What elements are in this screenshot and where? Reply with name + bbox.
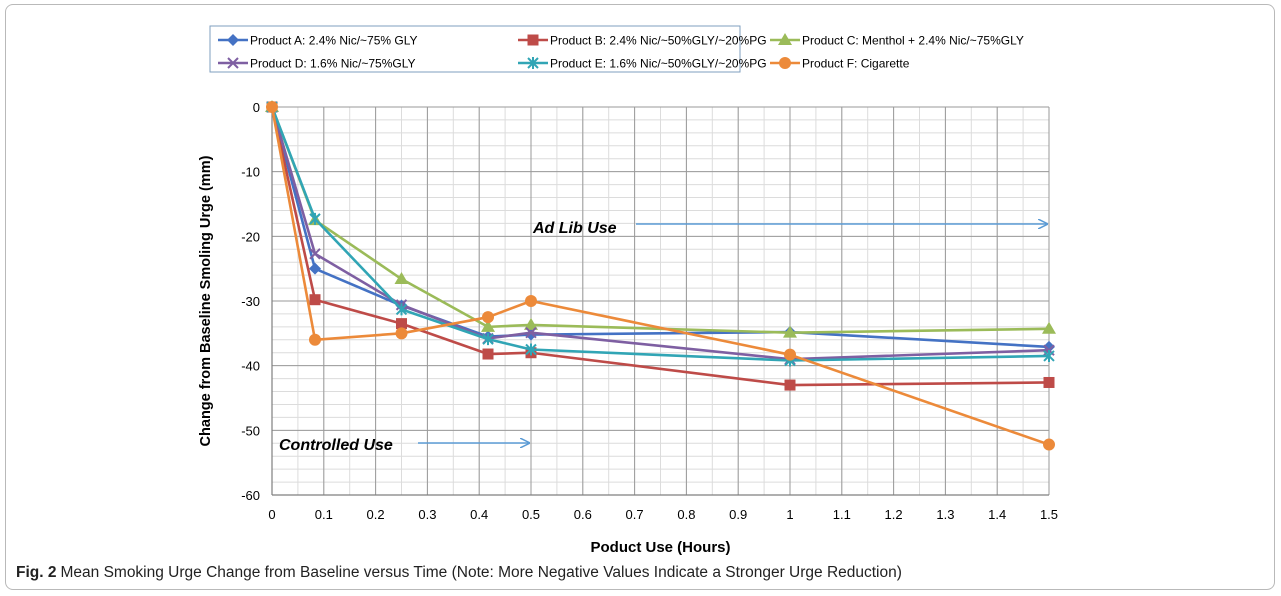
legend-box — [209, 25, 741, 73]
y-axis-title: Change from Baseline Smoling Urge (mm) — [198, 155, 214, 446]
legend-label: Product D: 1.6% Nic/~75%GLY — [250, 57, 416, 71]
legend-item: Product C: Menthol + 2.4% Nic/~75%GLY — [770, 33, 1024, 48]
legend-swatch-marker — [227, 57, 239, 69]
y-tick-label: -10 — [241, 165, 260, 180]
data-point — [784, 348, 796, 361]
data-point — [525, 326, 537, 339]
x-tick-label: 0 — [268, 507, 275, 522]
legend-swatch-marker — [779, 57, 791, 69]
data-point — [525, 328, 537, 341]
ad-lib-use-label: Ad Lib Use — [532, 220, 617, 237]
legend-item: Product E: 1.6% Nic/~50%GLY/~20%PG — [518, 57, 767, 71]
legend-label: Product F: Cigarette — [802, 57, 910, 71]
legend-label: Product B: 2.4% Nic/~50%GLY/~20%PG — [550, 34, 767, 48]
y-tick-label: -60 — [241, 488, 260, 503]
data-point — [784, 379, 796, 391]
data-point — [482, 348, 494, 360]
y-tick-label: -40 — [241, 359, 260, 374]
axes: 0 0.1 0.2 0.3 0.4 0.5 0.6 0.7 0.8 0.9 1 1.1 1.2 1.3 1.… — [198, 100, 1058, 556]
x-tick-label: 0.7 — [626, 507, 644, 522]
x-tick-label: 0.5 — [522, 507, 540, 522]
x-tick-label: 1.5 — [1040, 507, 1058, 522]
data-point — [482, 333, 494, 346]
x-tick-label: 1.4 — [988, 507, 1006, 522]
x-tick-label: 0.9 — [729, 507, 747, 522]
data-point — [266, 101, 278, 113]
data-point — [1042, 321, 1056, 334]
data-point — [395, 327, 408, 340]
legend-item: Product F: Cigarette — [770, 57, 910, 71]
grid — [271, 106, 1050, 496]
data-point — [783, 325, 797, 338]
figure-frame — [5, 4, 1275, 590]
x-tick-label: 1.3 — [936, 507, 954, 522]
figure-label: Fig. 2 — [16, 564, 57, 581]
legend-label: Product C: Menthol + 2.4% Nic/~75%GLY — [802, 34, 1024, 48]
data-point — [309, 248, 321, 260]
legend-swatch-marker — [778, 33, 792, 45]
data-point — [396, 318, 407, 330]
figure-caption-text: Mean Smoking Urge Change from Baseline v… — [60, 564, 902, 581]
x-tick-label: 1.1 — [833, 507, 851, 522]
data-point — [1043, 349, 1055, 362]
data-point — [1043, 376, 1055, 388]
legend-item: Product B: 2.4% Nic/~50%GLY/~20%PG — [518, 34, 767, 48]
legend-item: Product A: 2.4% Nic/~75% GLY — [218, 34, 418, 48]
y-tick-label: -50 — [241, 423, 260, 438]
legend-label: Product E: 1.6% Nic/~50%GLY/~20%PG — [550, 57, 767, 71]
x-tick-label: 0.3 — [418, 507, 436, 522]
data-point — [309, 212, 321, 225]
x-tick-label: 0.1 — [315, 507, 333, 522]
series-f — [266, 101, 1055, 451]
x-tick-label: 1.2 — [885, 507, 903, 522]
figure-caption: Fig. 2 Mean Smoking Urge Change from Base… — [16, 564, 902, 582]
x-tick-label: 0.6 — [574, 507, 592, 522]
data-point — [308, 333, 321, 346]
x-tick-label: 1 — [786, 507, 793, 522]
y-tick-label: 0 — [253, 100, 260, 115]
data-point — [395, 303, 408, 316]
legend-swatch-marker — [227, 34, 239, 46]
x-tick-label: 0.8 — [677, 507, 695, 522]
legend-item: Product D: 1.6% Nic/~75%GLY — [218, 57, 416, 71]
data-point — [524, 317, 538, 330]
x-tick-label: 0.2 — [367, 507, 385, 522]
x-tick-label: 0.4 — [470, 507, 488, 522]
legend: Product A: 2.4% Nic/~75% GLY Product B: 2… — [209, 25, 1024, 73]
data-point — [1043, 438, 1055, 451]
data-point — [481, 319, 496, 332]
data-point — [308, 262, 321, 275]
data-point — [525, 343, 537, 356]
controlled-use-label: Controlled Use — [279, 437, 393, 454]
data-point — [394, 272, 409, 285]
annotations: Ad Lib Use Controlled Use — [279, 220, 1047, 454]
y-tick-label: -30 — [241, 294, 260, 309]
data-point — [482, 311, 495, 324]
x-axis-title: Poduct Use (Hours) — [590, 539, 730, 556]
data-point — [309, 294, 321, 306]
legend-swatch-marker — [527, 57, 539, 69]
series-layer — [265, 100, 1056, 451]
legend-swatch-marker — [527, 34, 539, 46]
legend-label: Product A: 2.4% Nic/~75% GLY — [250, 34, 418, 48]
data-point — [525, 295, 537, 307]
y-tick-label: -20 — [241, 229, 260, 244]
